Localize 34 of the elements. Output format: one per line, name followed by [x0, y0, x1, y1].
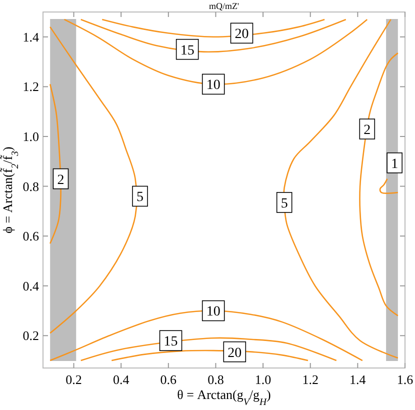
y-tick-label: 0.8 [22, 178, 39, 194]
line-series [379, 178, 399, 194]
annotation: 20 [228, 346, 242, 361]
annotation: 2 [364, 123, 371, 138]
line-series [49, 84, 62, 244]
x-tick-label: 0.2 [66, 372, 82, 387]
annotation: 10 [206, 304, 220, 320]
annotation: 1 [391, 156, 398, 172]
y-tick-label: 0.2 [22, 328, 39, 344]
annotation: 2 [57, 172, 64, 188]
x-axis-title: θ = Arctan(g$_{V}$/g$_{H}$) [177, 387, 271, 408]
annotation: 20 [234, 27, 249, 42]
line-series [359, 52, 399, 316]
y-tick-label: 1.4 [22, 29, 40, 44]
line-series [80, 18, 346, 53]
x-tick-label: 1.0 [254, 372, 272, 387]
line-series [80, 337, 338, 362]
annotation: 15 [164, 334, 178, 350]
annotation: 5 [280, 196, 288, 212]
x-tick-label: 1.4 [350, 372, 366, 387]
annotation: 10 [206, 78, 220, 94]
y-tick-label: 0.4 [22, 278, 40, 294]
chart-title: mQ/mZ' [208, 1, 240, 11]
annotation: 15 [180, 43, 194, 58]
y-tick-label: 1.2 [22, 79, 39, 94]
y-tick-label: 0.6 [22, 228, 40, 244]
y-tick-label: 1.0 [22, 128, 39, 144]
x-tick-label: 0.6 [160, 372, 178, 387]
x-tick-label: 1.6 [396, 372, 414, 387]
x-tick-label: 0.8 [208, 372, 224, 387]
line-series [102, 18, 326, 38]
x-tick-label: 0.4 [112, 372, 130, 387]
annotation: 5 [136, 190, 144, 206]
x-tick-label: 1.2 [302, 372, 318, 387]
